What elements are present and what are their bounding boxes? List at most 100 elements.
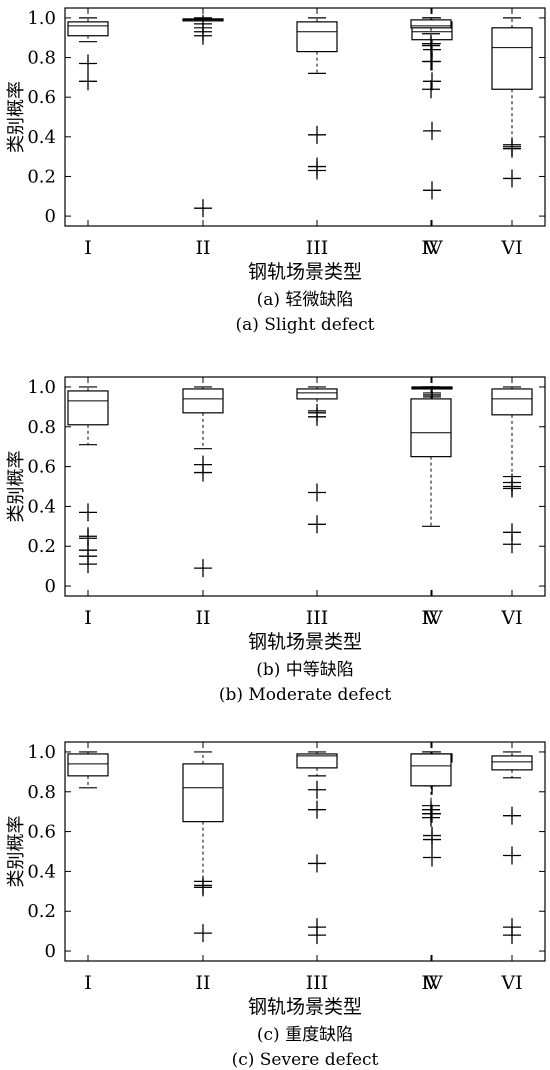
box-iqr [296,753,338,769]
box-II [182,14,224,218]
y-tick-label: 0.8 [27,417,56,438]
box-iqr [296,21,338,53]
x-category-label: VI [500,237,522,259]
y-tick-label: 1.0 [27,742,56,763]
outlier-marker [194,463,212,482]
box-iqr [491,755,533,771]
outlier-marker [422,80,440,99]
x-category-label: II [195,237,210,259]
outlier-marker [79,555,97,574]
plot-frame [64,376,546,597]
caption-en: (a) Slight defect [235,315,374,335]
box-iqr [410,19,452,29]
box-V [410,386,452,527]
x-category-label: IV [421,972,443,994]
outlier-marker [308,161,326,180]
outlier-marker [194,924,212,943]
y-tick-label: 0.6 [27,457,56,478]
outlier-marker [503,169,521,188]
outlier-marker [423,848,441,867]
box-iqr [67,21,109,37]
x-axis-label: 钢轨场景类型 [248,631,362,653]
outlier-marker [194,559,212,578]
y-tick-label: 0.2 [27,901,56,922]
box-III [296,17,338,180]
caption-en: (c) Severe defect [232,1050,379,1070]
chart-panel-1: 00.20.40.60.81.0I II III IVV VI类别概率钢轨场景类型(a)… [6,7,546,335]
box-VI [491,17,533,188]
x-category-label: III [306,972,329,994]
outlier-marker [308,125,326,144]
outlier-marker [423,181,441,200]
x-category-label: V [423,972,438,994]
box-iqr [491,388,533,416]
box-V [410,17,452,99]
outlier-marker [503,139,521,158]
x-category-label: VI [500,607,522,629]
outlier-marker [422,36,440,55]
y-tick-label: 0.2 [27,536,56,557]
outlier-marker [308,926,326,945]
box-iqr [182,763,224,823]
y-axis-label: 类别概率 [6,451,27,523]
y-tick-label: 0.8 [27,48,56,69]
outlier-marker [423,121,441,140]
box-iqr [182,388,224,414]
x-category-label: I [84,607,92,629]
outlier-marker [422,808,440,827]
outlier-marker [503,479,521,498]
plot-frame [64,741,546,962]
box-iqr [410,753,452,787]
x-category-label: III [306,237,329,259]
box-II [182,386,224,578]
outlier-marker [308,483,326,502]
outlier-marker [308,515,326,534]
outlier-marker [503,535,521,554]
box-I [67,17,109,91]
outlier-marker [423,72,441,91]
y-axis-label: 类别概率 [6,816,27,888]
box-I [67,751,109,789]
y-tick-label: 0 [45,206,56,227]
y-tick-label: 0.4 [27,127,56,148]
box-III [296,386,338,534]
x-axis-label: 钢轨场景类型 [248,996,362,1018]
caption-en: (b) Moderate defect [219,685,392,705]
outlier-marker [79,503,97,522]
box-iqr [491,27,533,90]
outlier-marker [422,52,440,71]
caption-cn: (a) 轻微缺陷 [257,290,354,310]
outlier-marker [308,780,326,799]
outlier-marker [308,854,326,873]
plot-frame [64,7,546,227]
x-category-label: VI [500,972,522,994]
x-category-label: IV [421,237,443,259]
outlier-marker [308,407,326,426]
x-category-label: I [84,237,92,259]
y-tick-label: 0.4 [27,496,56,517]
y-tick-label: 0 [45,576,56,597]
x-category-label: V [423,607,438,629]
box-VI [491,386,533,554]
outlier-marker [79,72,97,91]
y-tick-label: 0.6 [27,87,56,108]
outlier-marker [423,830,441,849]
chart-panel-2: 00.20.40.60.81.0I II III IVV VI类别概率钢轨场景类型(b)… [6,376,546,705]
box-VI [491,751,533,945]
box-iqr [67,753,109,777]
box-II [182,751,224,943]
x-category-label: I [84,972,92,994]
x-category-label: II [195,972,210,994]
y-tick-label: 0 [45,941,56,962]
outlier-marker [503,806,521,825]
y-tick-label: 0.6 [27,822,56,843]
outlier-marker [79,54,97,73]
box-I [67,386,109,574]
outlier-marker [503,926,521,945]
outlier-marker [308,800,326,819]
caption-cn: (b) 中等缺陷 [256,660,354,680]
x-category-label: II [195,607,210,629]
y-tick-label: 1.0 [27,377,56,398]
y-tick-label: 0.8 [27,782,56,803]
